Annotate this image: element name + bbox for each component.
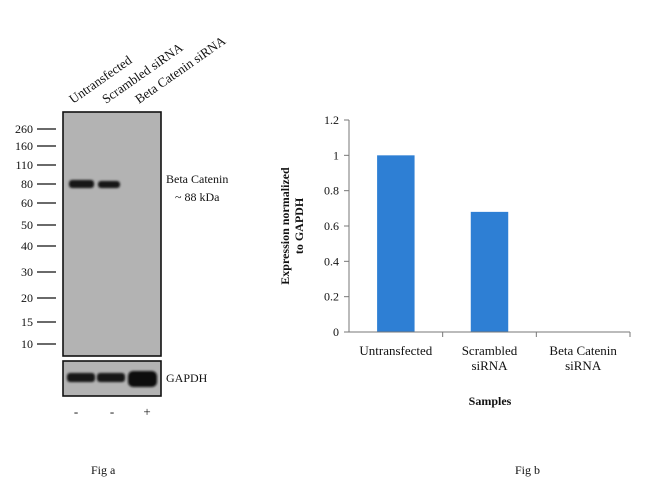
mw-marker-label: 60	[21, 196, 33, 210]
treatment-sign: -	[110, 404, 114, 419]
y-tick-label: 0.6	[324, 219, 339, 233]
mw-marker-label: 40	[21, 239, 33, 253]
x-category-label: Beta Catenin	[549, 343, 617, 358]
mw-marker-label: 50	[21, 218, 33, 232]
target-label-line1: Beta Catenin	[166, 172, 228, 186]
y-tick-label: 0.4	[324, 254, 339, 268]
y-tick-label: 0.2	[324, 290, 339, 304]
gapdh-band-3	[128, 371, 157, 387]
gapdh-band-1	[67, 373, 95, 382]
treatment-sign: +	[143, 404, 150, 419]
gapdh-band-2	[97, 373, 125, 382]
bars	[377, 155, 509, 332]
fig-a-caption: Fig a	[91, 463, 116, 477]
target-label-line2: ~ 88 kDa	[175, 190, 220, 204]
gapdh-label: GAPDH	[166, 371, 208, 385]
y-axis-ticks: 0 0.2 0.4 0.6 0.8 1 1.2	[324, 113, 349, 339]
mw-marker-label: 80	[21, 177, 33, 191]
bar	[377, 155, 415, 332]
y-axis-label-line1: Expression normalized	[278, 167, 292, 285]
gapdh-bands	[67, 371, 157, 387]
x-category-label: siRNA	[471, 358, 508, 373]
mw-marker-label: 160	[15, 139, 33, 153]
x-category-label: Scrambled	[462, 343, 518, 358]
bar-chart: 0 0.2 0.4 0.6 0.8 1 1.2 Untransfected Scrambled…	[278, 113, 631, 477]
treatment-signs: - - +	[74, 404, 151, 419]
mw-marker-label: 110	[15, 158, 33, 172]
mw-marker-label: 30	[21, 265, 33, 279]
y-tick-label: 0	[333, 325, 339, 339]
bar	[470, 211, 509, 332]
treatment-sign: -	[74, 404, 78, 419]
y-tick-label: 1.2	[324, 113, 339, 127]
x-category-label: Untransfected	[359, 343, 432, 358]
mw-marker-label: 15	[21, 315, 33, 329]
y-axis-label-line2: to GAPDH	[292, 197, 306, 254]
mw-marker-label: 20	[21, 291, 33, 305]
y-tick-label: 1	[333, 148, 339, 162]
molecular-weight-markers: 260 160 110 80 60 50 40 30 20 15 10	[15, 122, 56, 351]
beta-catenin-bands	[69, 180, 120, 188]
band-untransfected	[69, 180, 94, 188]
x-axis-label: Samples	[469, 394, 512, 408]
x-category-label: siRNA	[565, 358, 602, 373]
mw-marker-label: 10	[21, 337, 33, 351]
y-tick-label: 0.8	[324, 184, 339, 198]
band-scrambled-sirna	[98, 181, 120, 188]
fig-b-caption: Fig b	[515, 463, 540, 477]
main-blot-membrane	[62, 111, 162, 357]
mw-marker-label: 260	[15, 122, 33, 136]
